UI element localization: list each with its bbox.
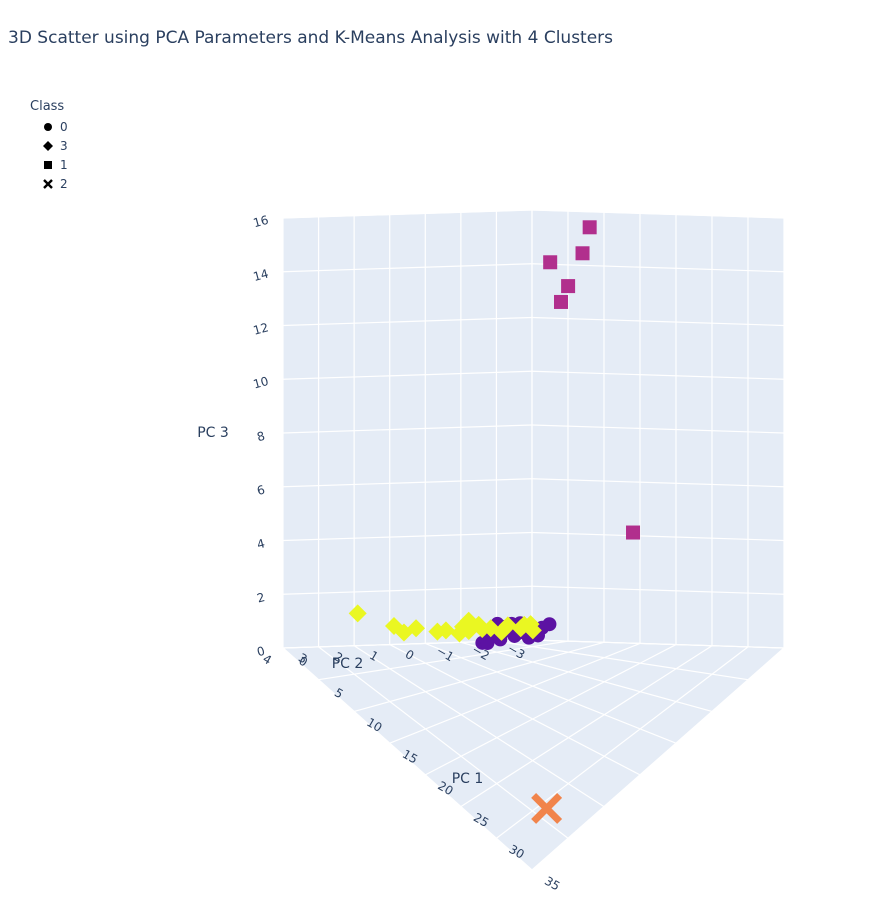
point-class-3	[521, 615, 540, 634]
z-tick-label: 6	[255, 483, 266, 499]
x-tick-label: 20	[435, 779, 455, 799]
grid-x-floor	[531, 647, 785, 871]
point-class-3	[428, 622, 447, 641]
point-class-1	[626, 525, 641, 540]
x-axis-title: PC 1	[452, 771, 484, 787]
point-class-3	[492, 622, 511, 641]
legend-circle-icon	[44, 122, 52, 131]
grid-z-wall-y	[282, 209, 533, 219]
x-tick-label: 15	[400, 747, 420, 767]
grid-y-floor	[353, 645, 605, 808]
legend-label-3: 3	[60, 138, 68, 153]
legend-label-1: 1	[60, 157, 68, 172]
z-tick-label: 12	[252, 320, 270, 337]
legend-item-3[interactable]: 3	[30, 136, 68, 155]
y-axis-title: PC 2	[332, 656, 364, 672]
legend-item-1[interactable]: 1	[30, 155, 68, 174]
grid-lines	[282, 209, 785, 871]
grid-z-wall-x	[531, 585, 785, 595]
point-class-1	[561, 279, 576, 294]
grid-z-wall-y	[282, 478, 533, 488]
point-class-3	[459, 611, 478, 630]
point-class-1	[543, 255, 558, 270]
grid-z-wall-x	[531, 424, 785, 434]
grid-x-floor	[353, 641, 605, 713]
legend-item-2[interactable]: 2	[30, 174, 68, 193]
grid-z-wall-x	[531, 209, 785, 219]
legend-label-2: 2	[60, 176, 68, 191]
grid-y-floor	[282, 647, 533, 871]
grid-x-floor	[318, 640, 569, 681]
legend: Class 0 3 1 2	[30, 99, 68, 193]
grid-y-floor	[389, 644, 641, 776]
grid-x-floor	[460, 645, 713, 808]
grid-z-wall-x	[531, 639, 785, 649]
grid-z-wall-y	[282, 263, 533, 273]
point-class-1	[582, 220, 597, 235]
point-class-3	[459, 622, 478, 641]
z-tick-label: 2	[255, 590, 266, 606]
grid-z-wall-x	[531, 263, 785, 273]
x-tick-label: 10	[364, 715, 384, 735]
grid-x-floor	[389, 642, 641, 744]
grid-y-floor	[496, 640, 749, 681]
grid-z-wall-y	[282, 370, 533, 380]
grid-z-wall-x	[531, 531, 785, 542]
point-class-1	[554, 294, 569, 309]
grid-x-floor	[425, 644, 677, 776]
grid-z-wall-x	[531, 478, 785, 488]
x-tick-label: 30	[507, 842, 527, 862]
axis-panes	[281, 209, 786, 871]
floor-pane	[281, 639, 786, 871]
x-tick-label: 25	[471, 810, 491, 830]
chart-title: 3D Scatter using PCA Parameters and K-Me…	[8, 28, 614, 48]
legend-item-0[interactable]: 0	[30, 117, 68, 136]
grid-z-wall-y	[282, 424, 533, 434]
grid-z-wall-x	[531, 316, 785, 327]
legend-x-icon	[43, 178, 53, 189]
grid-y-floor	[425, 642, 677, 744]
z-tick-label: 14	[252, 267, 270, 284]
grid-z-wall-y	[282, 531, 533, 542]
legend-square-icon	[44, 160, 52, 169]
point-class-2	[531, 792, 563, 824]
z-axis-title: PC 3	[197, 425, 229, 441]
legend-title: Class	[30, 99, 65, 114]
grid-y-floor	[318, 646, 569, 839]
grid-y-floor	[460, 641, 713, 713]
grid-x-floor	[496, 646, 749, 839]
legend-label-0: 0	[60, 119, 68, 134]
point-class-3	[384, 617, 403, 636]
point-class-0	[542, 617, 557, 632]
point-class-3	[348, 604, 367, 623]
grid-z-wall-x	[531, 370, 785, 380]
z-tick-label: 0	[255, 644, 266, 660]
z-tick-label: 4	[255, 536, 266, 552]
z-tick-label: 10	[252, 374, 270, 391]
point-class-1	[575, 246, 590, 261]
z-tick-label: 8	[255, 429, 266, 445]
legend-diamond-icon	[43, 140, 53, 151]
grid-z-wall-y	[282, 316, 533, 327]
x-tick-label: 35	[542, 874, 562, 894]
axis-titles: PC 1 PC 2 PC 3	[197, 425, 483, 787]
grid-z-wall-y	[282, 585, 533, 595]
z-tick-label: 16	[252, 213, 270, 230]
data-points	[348, 220, 641, 824]
